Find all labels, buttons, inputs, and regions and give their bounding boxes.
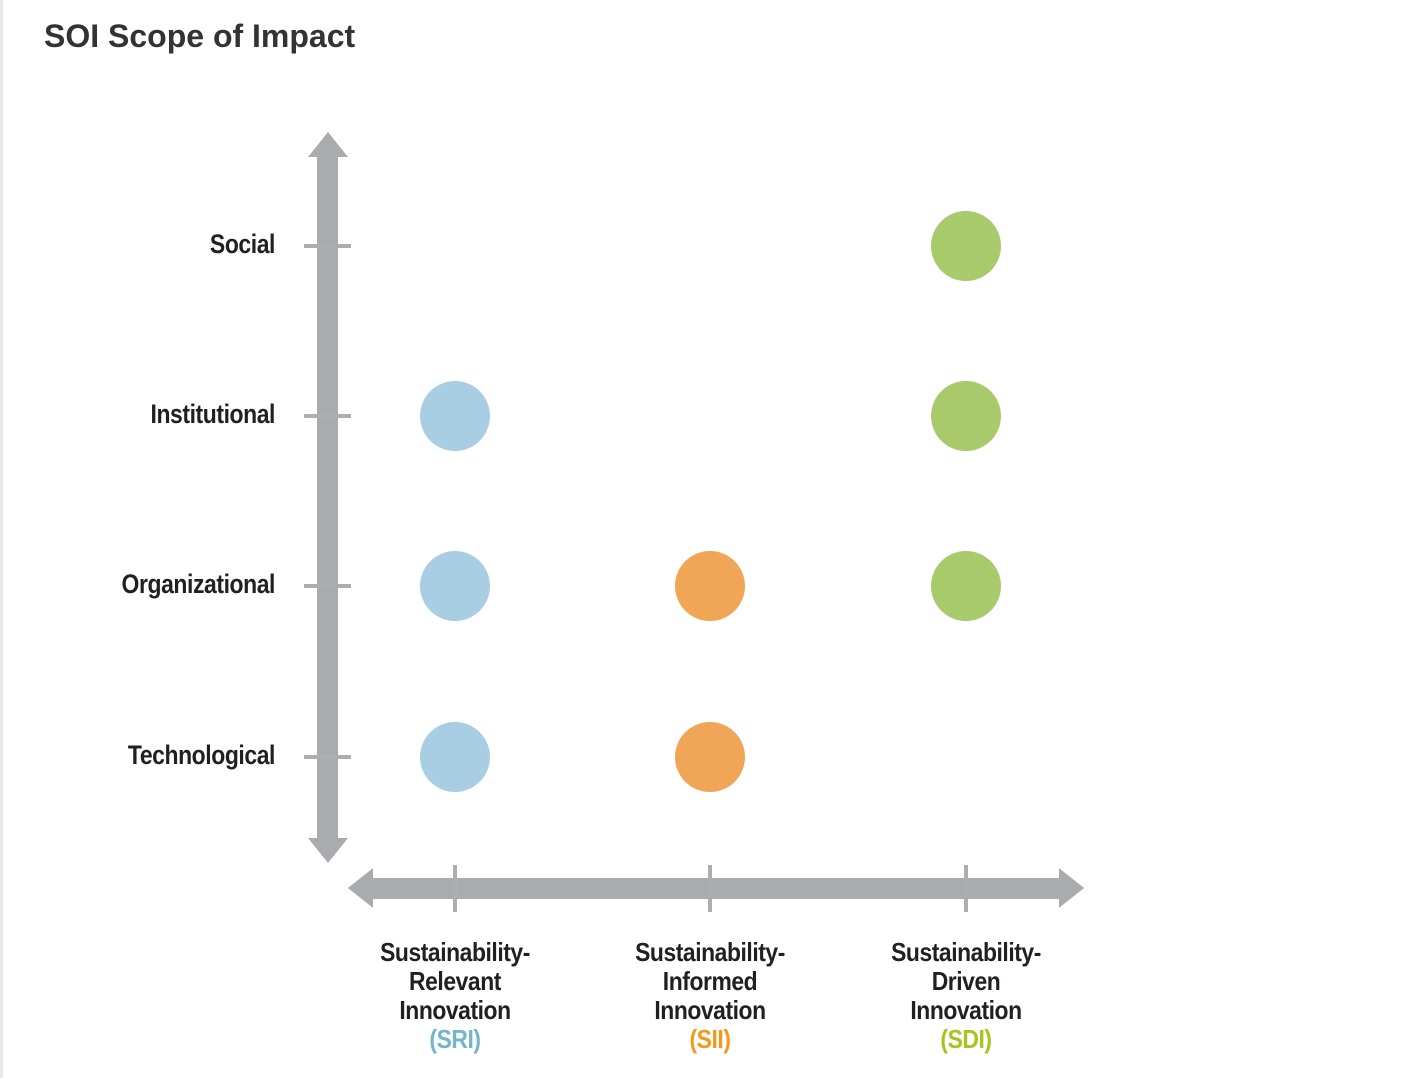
dot-sri-organizational bbox=[420, 551, 490, 621]
y-axis-line bbox=[317, 152, 338, 840]
x-axis-label-abbr-sii: (SII) bbox=[689, 1024, 731, 1054]
x-axis-label-line: Driven bbox=[931, 966, 1001, 996]
dot-sii-organizational bbox=[675, 551, 745, 621]
dot-sdi-institutional bbox=[931, 381, 1001, 451]
x-axis-tick-sri bbox=[453, 865, 457, 912]
x-axis-label-sdi: Sustainability- Driven Innovation (SDI) bbox=[843, 938, 1089, 1054]
y-axis-arrow-up-icon bbox=[308, 132, 348, 157]
dot-sdi-organizational bbox=[931, 551, 1001, 621]
x-axis-label-abbr-sri: (SRI) bbox=[429, 1024, 481, 1054]
x-axis-label-sri: Sustainability- Relevant Innovation (SRI) bbox=[332, 938, 578, 1054]
page-title: SOI Scope of Impact bbox=[44, 18, 356, 54]
x-axis-tick-sdi bbox=[964, 865, 968, 912]
y-axis-tick-organizational bbox=[304, 584, 351, 588]
dot-sdi-social bbox=[931, 211, 1001, 281]
x-axis-arrow-left-icon bbox=[348, 868, 373, 908]
x-axis-line bbox=[371, 878, 1061, 899]
y-axis-label-organizational: Organizational bbox=[121, 569, 276, 599]
x-axis-arrow-right-icon bbox=[1059, 868, 1084, 908]
y-axis-tick-social bbox=[304, 244, 351, 248]
x-axis-label-line: Sustainability- bbox=[380, 937, 530, 967]
x-axis-label-line: Innovation bbox=[910, 995, 1022, 1025]
y-axis-arrow-down-icon bbox=[308, 838, 348, 863]
x-axis-label-line: Relevant bbox=[409, 966, 501, 996]
x-axis-label-line: Sustainability- bbox=[891, 937, 1041, 967]
x-axis-label-line: Innovation bbox=[399, 995, 511, 1025]
dot-sri-technological bbox=[420, 722, 490, 792]
y-axis-label-technological: Technological bbox=[127, 740, 276, 770]
soi-scope-of-impact-chart: Social Institutional Organizational Technol… bbox=[3, 0, 1410, 1078]
x-axis-label-line: Informed bbox=[662, 966, 758, 996]
y-axis-label-institutional: Institutional bbox=[150, 399, 275, 429]
x-axis-label-line: Innovation bbox=[654, 995, 766, 1025]
x-axis-label-abbr-sdi: (SDI) bbox=[940, 1024, 992, 1054]
dot-sri-institutional bbox=[420, 381, 490, 451]
x-axis-tick-sii bbox=[708, 865, 712, 912]
y-axis-tick-institutional bbox=[304, 414, 351, 418]
y-axis-tick-technological bbox=[304, 755, 351, 759]
x-axis-label-line: Sustainability- bbox=[635, 937, 785, 967]
x-axis-label-sii: Sustainability- Informed Innovation (SII) bbox=[587, 938, 833, 1054]
y-axis-label-social: Social bbox=[209, 229, 275, 259]
dot-sii-technological bbox=[675, 722, 745, 792]
